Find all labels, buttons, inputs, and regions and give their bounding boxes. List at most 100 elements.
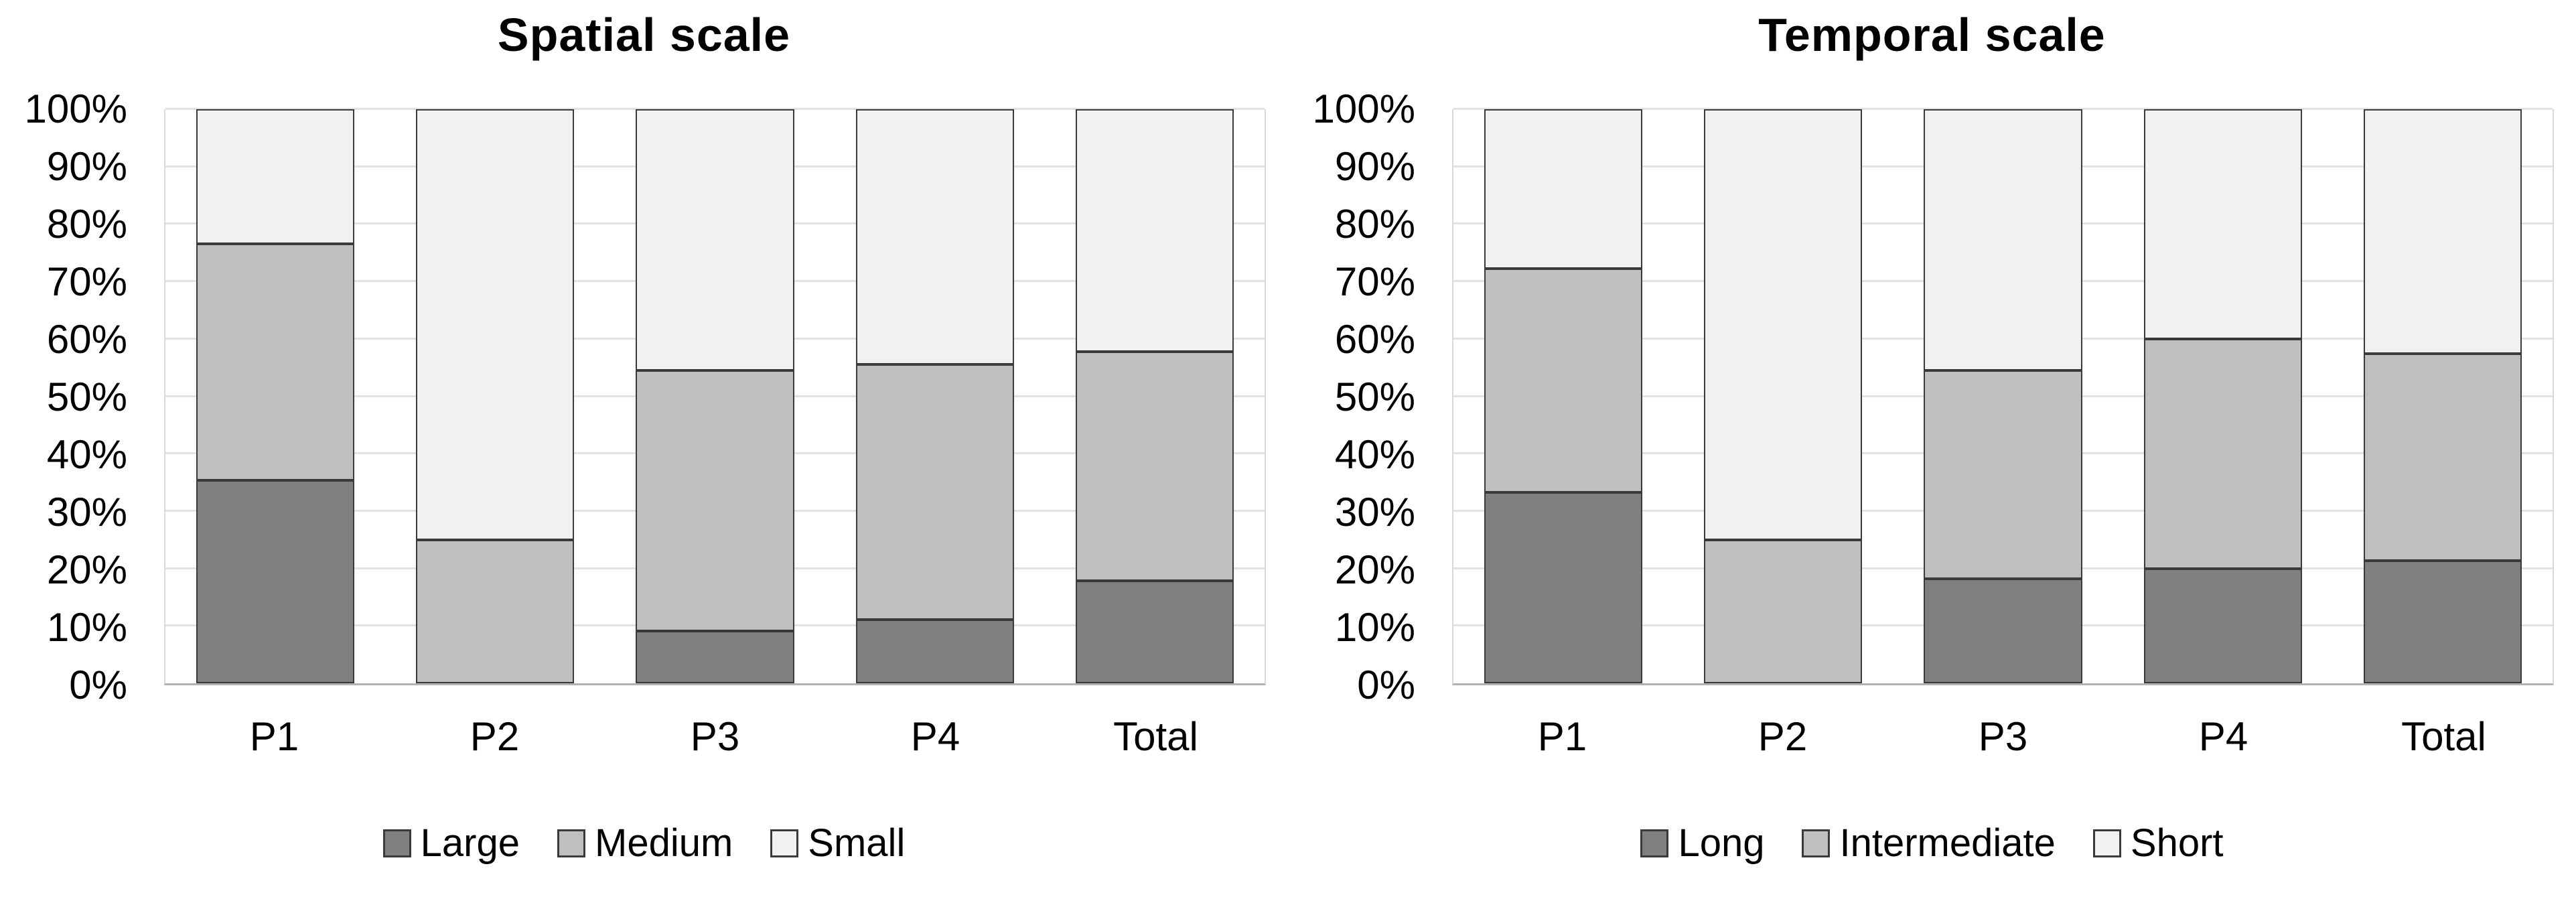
legend-label: Long [1678, 821, 1765, 865]
stacked-bar-p3 [636, 109, 794, 683]
stacked-bar-p4 [2143, 109, 2302, 683]
stacked-bar-p3 [1924, 109, 2082, 683]
bar-slot-p2 [385, 109, 605, 683]
bar-segment-large [855, 619, 1014, 683]
y-tick-label: 10% [1334, 605, 1415, 650]
y-tick-label: 40% [46, 432, 127, 477]
y-tick-label: 20% [46, 547, 127, 592]
bar-slot-p2 [1673, 109, 1893, 683]
legend-swatch-icon [557, 829, 585, 857]
y-tick-label: 0% [1357, 663, 1415, 707]
stacked-bar-p4 [855, 109, 1014, 683]
x-category-label: P1 [1537, 714, 1587, 759]
bar-slot-p4 [2113, 109, 2333, 683]
bar-segment-short [1484, 109, 1643, 269]
y-tick-label: 40% [1334, 432, 1415, 477]
legend-label: Short [2130, 821, 2224, 865]
bar-slot-p3 [1893, 109, 2113, 683]
x-category-label: P1 [249, 714, 299, 759]
stacked-bar-p1 [196, 109, 355, 683]
bar-segment-intermediate [2143, 338, 2302, 569]
bar-segment-long [2363, 561, 2522, 683]
plot-area [1452, 108, 2554, 685]
x-category-label: P4 [910, 714, 960, 759]
bar-slot-total [2333, 109, 2553, 683]
legend-swatch-icon [770, 829, 799, 857]
bar-segment-large [196, 480, 355, 683]
legend-item-short: Short [2092, 821, 2224, 865]
legend-swatch-icon [1802, 829, 1831, 857]
x-category-label: Total [1113, 714, 1198, 759]
bar-segment-short [1704, 109, 1863, 540]
bar-slot-p3 [605, 109, 825, 683]
bar-segment-medium [855, 364, 1014, 620]
y-tick-label: 50% [46, 374, 127, 419]
plot-wrap: 0% 10% 20% 30% 40% 50% 60% 70% 80% 90% 100% [1288, 86, 2576, 707]
y-tick-label: 100% [24, 86, 127, 131]
legend-label: Large [420, 821, 520, 865]
legend: Long Intermediate Short [1288, 823, 2576, 863]
y-tick-label: 30% [46, 490, 127, 535]
bar-segment-long [2143, 568, 2302, 683]
stacked-bar-p2 [1704, 109, 1863, 683]
x-category-label: Total [2401, 714, 2486, 759]
y-tick-label: 90% [1334, 144, 1415, 189]
bars [1453, 109, 2553, 683]
legend-item-intermediate: Intermediate [1802, 821, 2056, 865]
bar-segment-intermediate [2363, 354, 2522, 561]
bar-segment-long [1484, 492, 1643, 683]
y-tick-label: 100% [1312, 86, 1415, 131]
y-tick-label: 30% [1334, 490, 1415, 535]
bar-segment-small [636, 109, 794, 370]
chart-spatial-scale: Spatial scale 0% 10% 20% 30% 40% 50% 60% 70% 80%… [0, 9, 1288, 863]
y-tick-label: 70% [1334, 259, 1415, 304]
y-tick-label: 10% [46, 605, 127, 650]
x-category-label: P4 [2198, 714, 2248, 759]
bar-segment-medium [636, 370, 794, 632]
x-category-label: P3 [690, 714, 740, 759]
stacked-bar-total [2363, 109, 2522, 683]
bar-slot-p1 [165, 109, 385, 683]
stacked-bar-total [1075, 109, 1234, 683]
stacked-bar-p1 [1484, 109, 1643, 683]
legend: Large Medium Small [0, 823, 1288, 863]
bar-segment-long [1924, 579, 2082, 683]
bar-segment-small [1075, 109, 1234, 352]
plot-wrap: 0% 10% 20% 30% 40% 50% 60% 70% 80% 90% 100% [0, 86, 1288, 707]
legend-item-large: Large [382, 821, 520, 865]
legend-label: Medium [595, 821, 733, 865]
legend-item-small: Small [770, 823, 905, 863]
bar-segment-large [636, 631, 794, 683]
legend-item-long: Long [1640, 823, 1764, 863]
y-tick-label: 70% [46, 259, 127, 304]
bar-segment-intermediate [1924, 370, 2082, 579]
legend-item-medium: Medium [557, 823, 733, 863]
bar-segment-intermediate [1704, 539, 1863, 683]
y-tick-label: 0% [69, 663, 127, 707]
bar-segment-short [1924, 109, 2082, 370]
chart-title: Spatial scale [497, 9, 791, 61]
y-tick-label: 60% [46, 317, 127, 362]
y-tick-label: 20% [1334, 547, 1415, 592]
stacked-bar-p2 [416, 109, 575, 683]
bar-slot-total [1045, 109, 1265, 683]
legend-label: Intermediate [1839, 821, 2056, 865]
y-tick-label: 60% [1334, 317, 1415, 362]
bar-segment-medium [416, 539, 575, 683]
y-axis: 0% 10% 20% 30% 40% 50% 60% 70% 80% 90% 100% [0, 86, 164, 707]
x-category-label: P2 [1758, 714, 1808, 759]
x-axis-labels: P1 P2 P3 P4 Total [1452, 685, 2554, 760]
y-tick-label: 50% [1334, 374, 1415, 419]
y-tick-label: 80% [1334, 202, 1415, 247]
bar-segment-short [2363, 109, 2522, 354]
bar-slot-p1 [1453, 109, 1673, 683]
bar-segment-large [1075, 581, 1234, 683]
x-axis-labels: P1 P2 P3 P4 Total [164, 685, 1266, 760]
bars [165, 109, 1265, 683]
bar-segment-medium [196, 244, 355, 481]
x-category-label: P2 [470, 714, 520, 759]
bar-segment-short [2143, 109, 2302, 339]
bar-segment-intermediate [1484, 269, 1643, 492]
x-category-label: P3 [1978, 714, 2028, 759]
